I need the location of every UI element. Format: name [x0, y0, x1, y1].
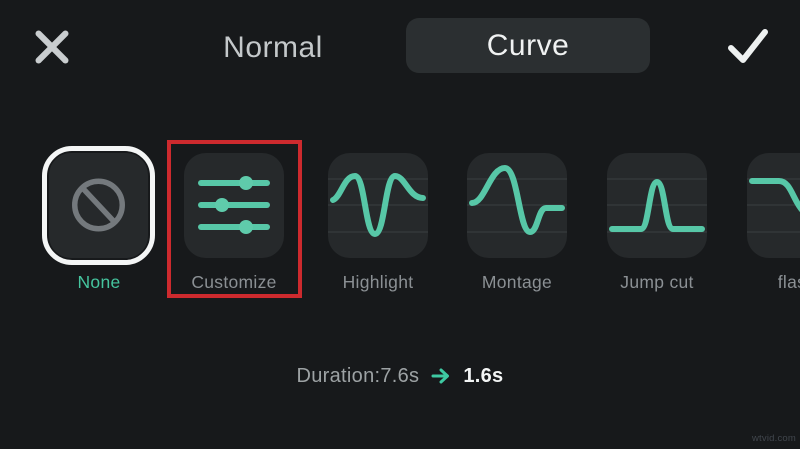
- circle-slash-icon: [72, 178, 125, 232]
- right-arrow-icon: [431, 368, 450, 384]
- tab-curve-label: Curve: [486, 28, 570, 62]
- highlight-curve-icon: [328, 172, 428, 238]
- flash-curve-icon: [747, 178, 800, 233]
- duration-summary: Duration:7.6s 1.6s: [0, 362, 800, 390]
- preset-label-jumpcut[interactable]: Jump cut: [620, 272, 694, 292]
- top-bar: Normal Curve: [0, 0, 800, 92]
- preset-label-flash[interactable]: flash: [777, 272, 800, 292]
- tab-normal[interactable]: Normal: [200, 28, 346, 68]
- preset-card-montage[interactable]: [467, 153, 567, 258]
- preset-card-customize[interactable]: [184, 153, 284, 258]
- close-icon[interactable]: [33, 27, 71, 67]
- preset-card-none[interactable]: [49, 153, 148, 258]
- duration-old-value: Duration:7.6s: [296, 364, 420, 387]
- preset-card-highlight[interactable]: [328, 153, 428, 258]
- duration-new-value: 1.6s: [463, 364, 504, 387]
- tab-normal-label: Normal: [223, 31, 323, 64]
- preset-card-none-selected-ring[interactable]: [42, 146, 155, 265]
- watermark-text: wtvid.com: [751, 433, 796, 444]
- confirm-check-icon[interactable]: [725, 25, 771, 67]
- jumpcut-curve-icon: [607, 178, 707, 233]
- tab-curve[interactable]: Curve: [406, 18, 650, 73]
- preset-card-jumpcut[interactable]: [607, 153, 707, 258]
- preset-card-flash[interactable]: [747, 153, 800, 258]
- preset-label-customize[interactable]: Customize: [191, 272, 277, 292]
- montage-curve-icon: [467, 164, 567, 236]
- preset-label-none[interactable]: None: [77, 272, 121, 292]
- sliders-icon: [198, 176, 270, 234]
- preset-label-highlight[interactable]: Highlight: [342, 272, 414, 292]
- preset-label-montage[interactable]: Montage: [481, 272, 553, 292]
